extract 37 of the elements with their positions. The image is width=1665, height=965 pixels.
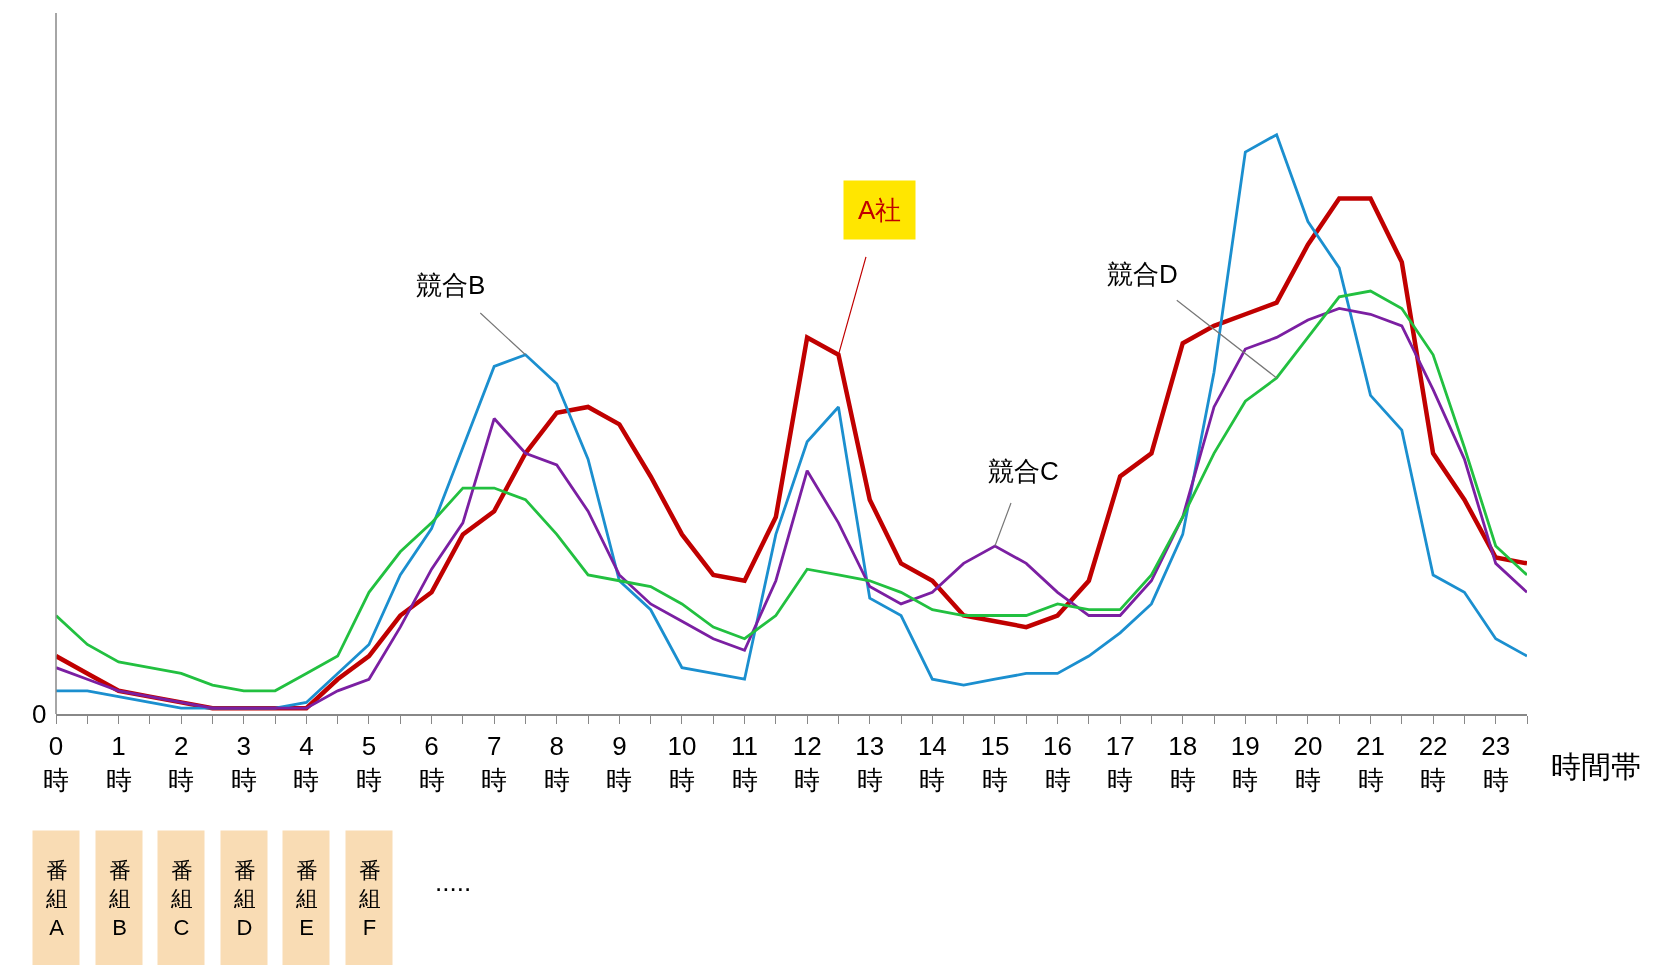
x-tick-label: 22時	[1418, 730, 1448, 795]
text: .....	[435, 867, 472, 897]
x-tick-label: 8時	[543, 730, 570, 795]
x-tick-label: 10時	[667, 730, 697, 795]
x-tick-label: 16時	[1043, 730, 1072, 795]
x-tick-label: 14時	[917, 730, 947, 795]
x-tick-label: 2時	[168, 730, 195, 795]
text: 番組D	[232, 857, 256, 941]
x-tick-label: 0時	[43, 730, 69, 795]
x-tick-label: 4時	[293, 730, 320, 795]
x-tick-label: 19時	[1230, 730, 1260, 795]
x-tick-label: 3時	[230, 730, 257, 795]
x-tick-label: 21時	[1356, 730, 1385, 795]
text: A社	[858, 195, 902, 225]
text: 番組B	[107, 857, 131, 941]
x-tick-label: 6時	[418, 730, 445, 795]
text: 競合C	[988, 456, 1059, 486]
x-tick-label: 15時	[980, 730, 1010, 795]
x-tick-label: 13時	[855, 730, 885, 795]
x-tick-label: 20時	[1293, 730, 1323, 795]
x-tick-label: 18時	[1168, 730, 1198, 795]
x-tick-label: 17時	[1105, 730, 1135, 795]
x-tick-label: 23時	[1481, 730, 1511, 795]
text: 競合B	[416, 270, 486, 300]
text: 競合D	[1107, 259, 1178, 289]
x-tick-label: 9時	[606, 730, 633, 795]
x-tick-label: 12時	[792, 730, 822, 795]
x-tick-label: 7時	[481, 730, 508, 795]
text: 番組F	[357, 857, 381, 941]
x-tick-label: 11時	[731, 730, 759, 795]
x-tick-label: 1時	[105, 730, 132, 795]
x-tick-label: 5時	[355, 730, 382, 795]
x-axis-title: 時間帯	[1551, 750, 1641, 783]
text: 番組A	[44, 857, 68, 941]
text: 番組E	[294, 857, 318, 941]
text: 0	[32, 699, 47, 729]
text: 番組C	[169, 857, 193, 941]
